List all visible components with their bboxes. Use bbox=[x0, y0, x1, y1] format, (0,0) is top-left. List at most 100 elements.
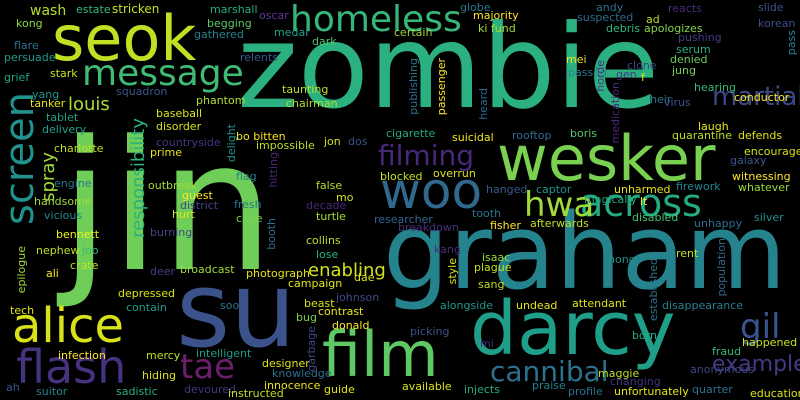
word-charlotte: charlotte bbox=[54, 142, 104, 155]
word-phantom: phantom bbox=[196, 94, 246, 107]
word-film: film bbox=[322, 318, 439, 391]
word-woo: woo bbox=[380, 162, 483, 220]
word-education: education bbox=[750, 387, 800, 400]
word-unhappy: unhappy bbox=[694, 217, 743, 230]
word-unharmed: unharmed bbox=[614, 183, 671, 196]
word-tae: tae bbox=[180, 347, 236, 387]
word-flag: flag bbox=[236, 170, 257, 183]
word-researcher: researcher bbox=[374, 213, 433, 226]
word-ad: ad bbox=[646, 13, 660, 26]
word-disabled: disabled bbox=[632, 211, 679, 224]
word-persuade: persuade bbox=[4, 51, 56, 64]
word-profile: profile bbox=[568, 385, 603, 398]
word-joo: joo bbox=[82, 244, 99, 257]
word-debris: debris bbox=[606, 22, 641, 35]
word-deer: deer bbox=[150, 265, 176, 278]
word-enabling: enabling bbox=[308, 260, 386, 281]
word-galaxy: galaxy bbox=[730, 154, 767, 167]
word-delivery: delivery bbox=[42, 123, 87, 136]
word-cigarette: cigarette bbox=[386, 127, 436, 140]
word-contrast: contrast bbox=[318, 305, 364, 318]
word-stark: stark bbox=[50, 67, 78, 80]
word-overrun: overrun bbox=[433, 167, 476, 180]
word-established: established bbox=[647, 258, 660, 322]
word-breakdown: breakdown bbox=[398, 221, 459, 234]
word-squadron: squadron bbox=[116, 85, 168, 98]
word-cage: cage bbox=[236, 212, 263, 225]
word-rent: rent bbox=[676, 247, 699, 260]
word-witnessing: witnessing bbox=[732, 170, 791, 183]
word-hurt: hurt bbox=[172, 208, 195, 221]
word-mercy: mercy bbox=[146, 349, 181, 362]
word-fraud: fraud bbox=[712, 345, 742, 358]
word-dos: dos bbox=[348, 135, 368, 148]
word-heard: heard bbox=[477, 88, 490, 120]
word-majority: majority bbox=[473, 9, 519, 22]
word-f: f bbox=[641, 71, 645, 84]
word-dae: dae bbox=[354, 271, 375, 284]
word-hwa: hwa bbox=[524, 185, 595, 225]
word-dark: dark bbox=[312, 35, 337, 48]
word-denied: denied bbox=[670, 53, 708, 66]
word-conductor: conductor bbox=[734, 91, 790, 104]
word-countryside: countryside bbox=[156, 136, 221, 149]
word-alongside: alongside bbox=[440, 299, 494, 312]
word-defends: defends bbox=[738, 129, 783, 142]
word-false: false bbox=[316, 179, 343, 192]
word-undead: undead bbox=[516, 299, 558, 312]
word-alice: alice bbox=[12, 298, 125, 354]
word-jin: jin bbox=[60, 103, 275, 312]
word-laugh: laugh bbox=[698, 120, 729, 133]
word-changing: changing bbox=[610, 375, 661, 388]
word-hiding: hiding bbox=[142, 369, 177, 382]
word-broadcast: broadcast bbox=[180, 263, 235, 276]
word-bennett: bennett bbox=[56, 228, 100, 241]
word-plague: plague bbox=[474, 261, 512, 274]
word-sang: sang bbox=[478, 278, 505, 291]
word-mei: mei bbox=[566, 53, 587, 66]
word-pass: pass bbox=[785, 30, 798, 56]
word-suitor: suitor bbox=[36, 385, 68, 398]
word-marshall: marshall bbox=[210, 3, 258, 16]
word-devoured: devoured bbox=[184, 383, 236, 396]
word-mi: mi bbox=[480, 337, 494, 350]
word-booth: booth bbox=[265, 218, 278, 250]
word-apologizes: apologizes bbox=[644, 22, 703, 35]
word-suspected: suspected bbox=[577, 11, 634, 24]
word-donald: donald bbox=[332, 319, 370, 332]
word-photograph: photograph bbox=[246, 267, 310, 280]
word-vicious: vicious bbox=[44, 209, 83, 222]
word-homeless: homeless bbox=[290, 0, 462, 40]
word-wesker: wesker bbox=[497, 122, 716, 195]
word-district: district bbox=[180, 199, 219, 212]
word-happened: happened bbox=[742, 336, 798, 349]
word-tooth: tooth bbox=[472, 207, 502, 220]
word-heir: heir bbox=[650, 93, 672, 106]
word-engine: engine bbox=[54, 177, 92, 190]
word-filming: filming bbox=[378, 139, 474, 172]
word-flash: flash bbox=[16, 340, 127, 394]
word-injects: injects bbox=[464, 383, 500, 396]
word-blocked: blocked bbox=[380, 170, 423, 183]
word-certain: certain bbox=[394, 26, 433, 39]
word-ah: ah bbox=[6, 381, 20, 394]
word-clone: clone bbox=[627, 59, 657, 72]
word-quarantine: quarantine bbox=[672, 129, 733, 142]
word-hitting: hitting bbox=[267, 152, 280, 188]
word-afterwards: afterwards bbox=[530, 217, 589, 230]
word-guest: guest bbox=[182, 189, 213, 202]
word-soo: soo bbox=[220, 299, 240, 312]
word-decade: decade bbox=[306, 199, 347, 212]
word-outbreak: outbreak bbox=[148, 179, 198, 192]
word-instructed: instructed bbox=[228, 387, 284, 400]
word-andy: andy bbox=[596, 1, 624, 14]
word-stricken: stricken bbox=[112, 2, 160, 16]
word-reacts: reacts bbox=[668, 2, 702, 15]
word-hong: hong bbox=[608, 253, 636, 266]
word-jung: jung bbox=[672, 64, 696, 77]
word-hearing: hearing bbox=[694, 81, 737, 94]
word-across: across bbox=[580, 181, 702, 225]
word-handsome: handsome bbox=[34, 195, 92, 208]
word-quarter: quarter bbox=[692, 383, 733, 396]
